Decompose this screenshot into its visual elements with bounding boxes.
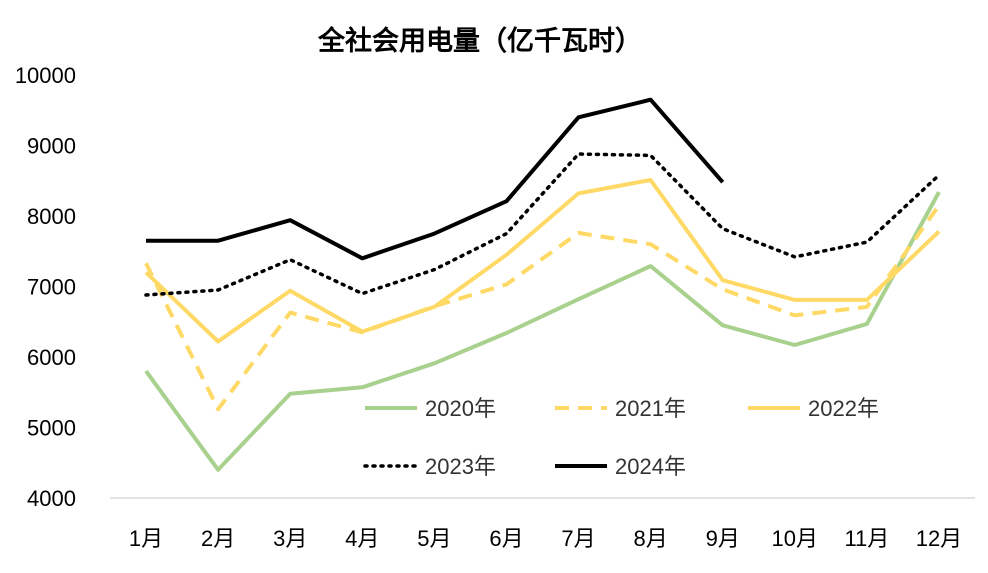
x-tick-label: 6月: [489, 526, 523, 551]
x-axis: 1月 2月 3月 4月 5月 6月 7月 8月 9月 10月 11月 12月: [129, 526, 962, 551]
x-tick-label: 8月: [634, 526, 668, 551]
legend-label: 2023年: [425, 454, 496, 479]
y-tick-label: 6000: [27, 345, 76, 370]
series-line-1: [144, 204, 941, 412]
legend-label: 2020年: [425, 396, 496, 421]
chart-title: 全社会用电量（亿千瓦时）: [317, 25, 642, 57]
x-tick-label: 4月: [345, 526, 379, 551]
series-line-4: [146, 97, 725, 261]
legend: 2020年 2021年 2022年 2023年 2024年: [363, 396, 879, 479]
series-layer: [144, 97, 941, 472]
x-tick-label: 1月: [129, 526, 163, 551]
y-axis: 4000 5000 6000 7000 8000 9000 10000: [15, 63, 76, 511]
x-tick-label: 12月: [916, 526, 962, 551]
x-tick-label: 11月: [844, 526, 889, 551]
y-tick-label: 8000: [27, 204, 76, 229]
x-tick-label: 10月: [772, 526, 818, 551]
y-tick-label: 10000: [15, 63, 76, 88]
series-line-3: [144, 152, 941, 297]
y-tick-label: 7000: [27, 275, 76, 300]
y-tick-label: 4000: [27, 486, 76, 511]
x-tick-label: 2月: [201, 526, 235, 551]
y-tick-label: 9000: [27, 134, 76, 159]
x-tick-label: 7月: [561, 526, 595, 551]
x-tick-label: 9月: [706, 526, 740, 551]
x-tick-label: 5月: [417, 526, 451, 551]
series-line-2: [144, 178, 941, 344]
x-tick-label: 3月: [273, 526, 307, 551]
legend-label: 2021年: [615, 396, 686, 421]
series-line-0: [144, 191, 941, 472]
y-tick-label: 5000: [27, 416, 76, 441]
legend-label: 2022年: [808, 396, 879, 421]
legend-label: 2024年: [615, 454, 686, 479]
